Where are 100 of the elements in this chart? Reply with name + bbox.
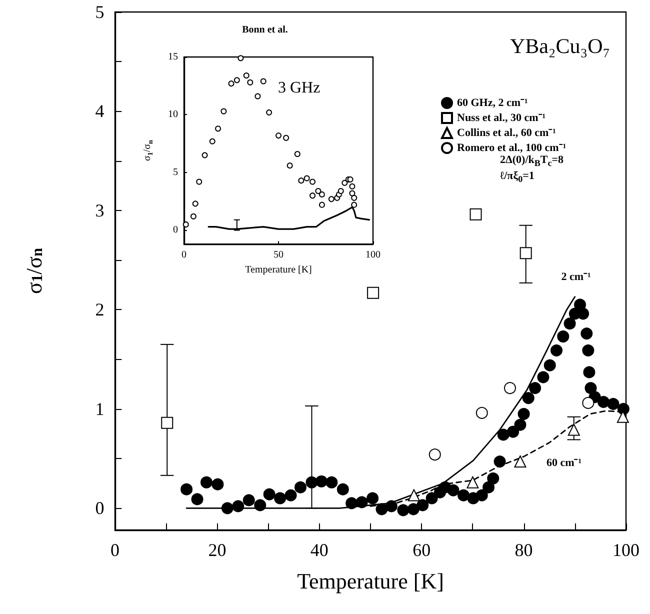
point xyxy=(200,476,212,488)
point xyxy=(351,202,358,208)
point xyxy=(494,456,506,468)
point xyxy=(407,503,420,516)
y-tick-label: 0 xyxy=(95,498,104,518)
point xyxy=(328,196,334,202)
y-tick-label: 5 xyxy=(173,166,178,178)
legend-label: Collins et al., 60 cm⁻¹ xyxy=(457,127,556,139)
point xyxy=(487,472,500,484)
point xyxy=(458,489,470,502)
x-tick-label: 100 xyxy=(366,250,380,261)
point xyxy=(306,476,318,488)
y-tick-label: 3 xyxy=(95,200,104,220)
point xyxy=(315,188,322,194)
point xyxy=(356,496,368,508)
point xyxy=(497,428,510,441)
point xyxy=(582,396,594,409)
point xyxy=(294,481,306,494)
point xyxy=(242,494,255,506)
point xyxy=(580,328,593,340)
point xyxy=(349,183,356,190)
x-tick-label: 0 xyxy=(182,250,186,261)
point xyxy=(283,134,290,141)
point xyxy=(476,489,488,502)
annotation: 2 cm⁻¹ xyxy=(561,271,591,283)
point xyxy=(416,499,429,512)
point xyxy=(550,344,563,356)
y-tick-label: 0 xyxy=(173,224,178,236)
x-tick-label: 0 xyxy=(110,540,120,560)
point xyxy=(607,398,620,410)
x-tick-label: 80 xyxy=(514,540,533,560)
point xyxy=(247,79,254,86)
annotation: 60 cm⁻¹ xyxy=(546,457,582,469)
point xyxy=(212,478,224,490)
point xyxy=(351,194,358,201)
point xyxy=(304,175,310,182)
point xyxy=(274,492,286,504)
point xyxy=(426,492,438,504)
point xyxy=(318,202,325,208)
point xyxy=(310,178,316,185)
point xyxy=(180,483,193,496)
point xyxy=(318,191,325,198)
point xyxy=(182,221,189,228)
point xyxy=(574,298,586,311)
y-tick-label: 15 xyxy=(168,52,178,62)
point xyxy=(161,416,174,429)
point xyxy=(202,152,208,158)
point xyxy=(408,489,420,502)
point xyxy=(196,178,202,185)
point xyxy=(349,190,356,196)
point xyxy=(482,481,495,494)
y-tick-label: 5 xyxy=(95,2,104,22)
y-axis-title: σ1/σn xyxy=(22,248,46,294)
point xyxy=(284,489,297,502)
point xyxy=(220,108,227,114)
x-tick-label: 100 xyxy=(612,540,640,560)
point xyxy=(518,408,530,420)
point xyxy=(215,126,222,132)
x-tick-label: 60 xyxy=(412,540,431,560)
annotation: 3 GHz xyxy=(278,80,320,96)
point xyxy=(470,208,482,220)
point xyxy=(234,77,240,84)
point xyxy=(466,476,479,488)
point xyxy=(232,500,244,512)
point xyxy=(537,371,550,384)
point xyxy=(522,392,534,404)
point xyxy=(583,366,596,378)
y-tick-label: 1 xyxy=(95,398,104,419)
point xyxy=(342,180,348,186)
x-axis-title: Temperature [K] xyxy=(297,568,444,594)
point xyxy=(276,132,282,139)
y-tick-label: 4 xyxy=(95,101,104,122)
point xyxy=(315,475,328,488)
point xyxy=(286,162,293,169)
point xyxy=(385,500,398,512)
point xyxy=(514,418,526,431)
point xyxy=(557,330,570,342)
point xyxy=(447,484,460,496)
point xyxy=(260,78,266,84)
point xyxy=(298,178,304,184)
x-tick-label: 20 xyxy=(208,540,226,560)
legend-label: Nuss et al., 30 cm⁻¹ xyxy=(457,112,546,124)
point xyxy=(520,247,532,260)
point xyxy=(346,497,358,510)
point xyxy=(617,402,630,415)
point xyxy=(376,503,388,516)
y-tick-label: 2 xyxy=(95,300,104,320)
point xyxy=(190,213,196,220)
point xyxy=(310,192,316,199)
point xyxy=(294,151,300,158)
point xyxy=(476,406,488,419)
point xyxy=(254,93,261,100)
x-axis-title: Temperature [K] xyxy=(245,264,312,276)
point xyxy=(568,424,580,436)
point xyxy=(338,188,344,194)
x-tick-label: 40 xyxy=(310,540,328,560)
point xyxy=(192,200,198,207)
point xyxy=(529,382,542,394)
point xyxy=(504,382,516,394)
point xyxy=(228,80,234,87)
